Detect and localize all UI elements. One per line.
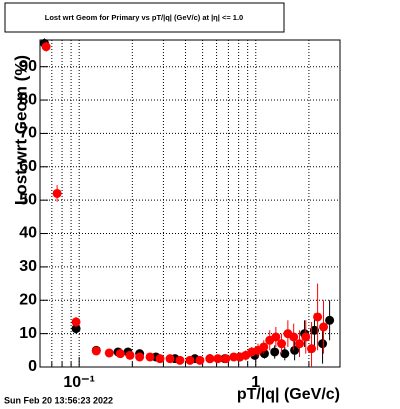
data-point: [259, 342, 269, 352]
y-tick-label: 80: [19, 91, 37, 108]
chart-title: Lost wrt Geom for Primary vs pT/|q| (GeV…: [45, 13, 243, 22]
y-tick-label: 20: [19, 291, 37, 308]
data-point: [125, 350, 135, 360]
x-tick-label: 1: [251, 374, 260, 391]
data-point: [221, 354, 231, 364]
data-point: [301, 332, 311, 342]
axes-border: [39, 39, 341, 368]
data-point: [71, 324, 81, 334]
data-point: [41, 42, 51, 52]
data-point: [271, 332, 281, 342]
data-point: [155, 354, 165, 364]
data-point: [71, 317, 81, 327]
y-tick-label: 50: [19, 191, 37, 208]
data-point: [135, 352, 145, 362]
data-point: [175, 355, 185, 365]
y-axis-label: Lost wrt Geom (%): [11, 55, 30, 205]
data-point: [91, 346, 101, 356]
data-point: [318, 339, 328, 349]
data-point: [295, 339, 305, 349]
data-point: [205, 354, 215, 364]
data-point: [313, 312, 323, 322]
data-point: [185, 355, 195, 365]
data-point: [104, 348, 114, 358]
y-tick-label: 60: [19, 158, 37, 175]
data-point: [280, 349, 290, 359]
data-point: [325, 315, 335, 325]
data-point: [289, 332, 299, 342]
data-point: [52, 188, 62, 198]
data-point: [195, 355, 205, 365]
data-point: [309, 325, 319, 335]
y-tick-label: 70: [19, 125, 37, 142]
data-point: [213, 354, 223, 364]
data-point: [319, 322, 329, 332]
y-tick-label: 40: [19, 225, 37, 242]
data-point: [270, 347, 280, 357]
y-tick-label: 90: [19, 58, 37, 75]
data-point: [307, 344, 317, 354]
y-tick-label: 30: [19, 258, 37, 275]
x-tick-label: 10⁻¹: [63, 374, 95, 391]
title-box: [4, 2, 285, 33]
x-axis-label: pT/|q| (GeV/c): [237, 386, 340, 403]
plot-frame: [40, 40, 340, 367]
footer: Sun Feb 20 13:56:23 2022: [4, 395, 113, 405]
data-point: [290, 345, 300, 355]
data-point: [145, 352, 155, 362]
data-point: [277, 339, 287, 349]
data-point: [165, 354, 175, 364]
y-tick-label: 0: [28, 358, 37, 375]
data-point: [115, 349, 125, 359]
y-tick-label: 10: [19, 325, 37, 342]
